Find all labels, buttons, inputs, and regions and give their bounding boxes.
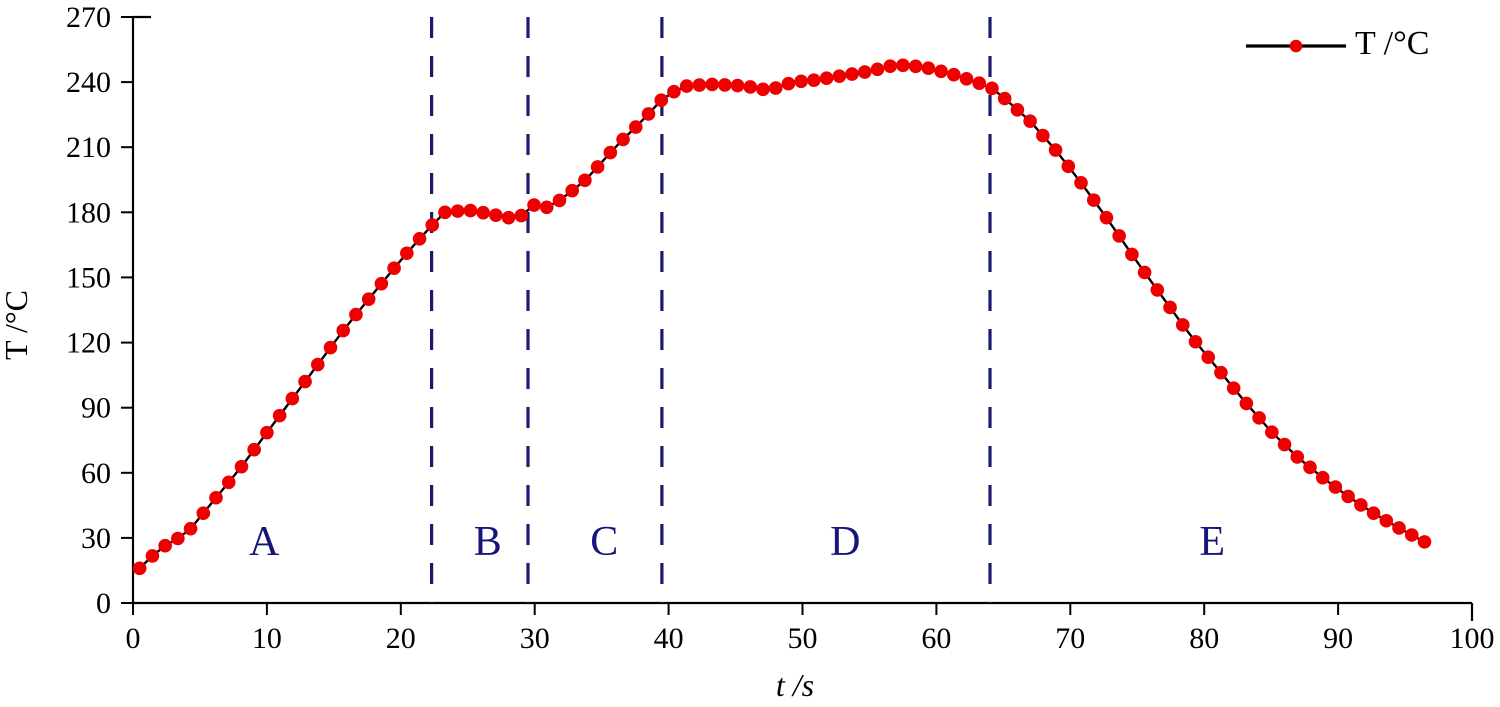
svg-text:10: 10	[252, 622, 282, 655]
svg-text:A: A	[249, 519, 280, 565]
svg-text:100: 100	[1450, 622, 1495, 655]
svg-text:30: 30	[520, 622, 550, 655]
svg-text:50: 50	[788, 622, 818, 655]
svg-text:210: 210	[66, 131, 111, 164]
svg-text:60: 60	[921, 622, 951, 655]
svg-text:20: 20	[386, 622, 416, 655]
svg-text:E: E	[1199, 519, 1225, 565]
svg-text:T /°C: T /°C	[1355, 25, 1429, 62]
svg-text:270: 270	[66, 1, 111, 34]
svg-text:150: 150	[66, 261, 111, 294]
svg-text:T /°C: T /°C	[0, 290, 34, 360]
svg-text:t /s: t /s	[776, 667, 814, 702]
svg-text:D: D	[830, 519, 860, 565]
svg-text:80: 80	[1189, 622, 1219, 655]
svg-text:C: C	[590, 519, 618, 565]
svg-text:90: 90	[81, 392, 111, 425]
svg-text:40: 40	[654, 622, 684, 655]
svg-text:60: 60	[81, 457, 111, 490]
svg-text:0: 0	[126, 622, 141, 655]
svg-text:180: 180	[66, 196, 111, 229]
svg-text:90: 90	[1323, 622, 1353, 655]
svg-text:0: 0	[96, 587, 111, 620]
svg-text:120: 120	[66, 327, 111, 360]
svg-text:B: B	[474, 519, 502, 565]
svg-text:70: 70	[1055, 622, 1085, 655]
svg-text:30: 30	[81, 522, 111, 555]
svg-text:240: 240	[66, 66, 111, 99]
